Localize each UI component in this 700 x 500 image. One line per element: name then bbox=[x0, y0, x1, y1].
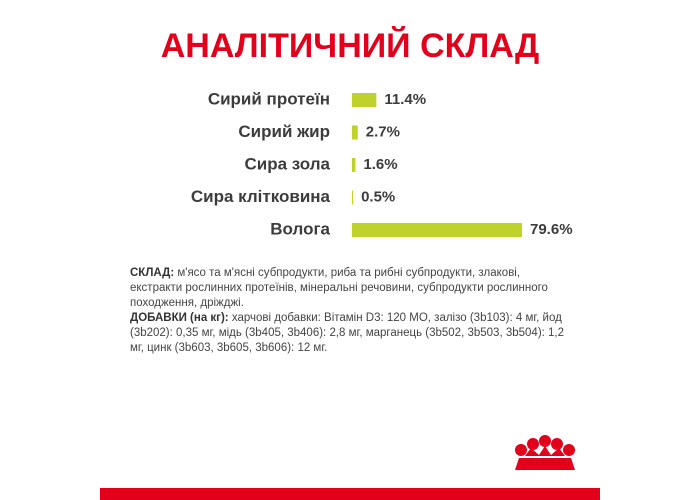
additives: ДОБАВКИ (на кг): харчові добавки: Вітамі… bbox=[130, 311, 575, 356]
value-label: 2.7% bbox=[366, 123, 400, 140]
value-label: 1.6% bbox=[363, 156, 397, 173]
category-label: Сира клітковина bbox=[191, 187, 331, 206]
value-label: 0.5% bbox=[361, 188, 395, 205]
composition-text: м'ясо та м'ясні субпродукти, риба та риб… bbox=[130, 267, 548, 309]
category-label: Сира зола bbox=[244, 154, 330, 173]
composition-label: СКЛАД: bbox=[130, 267, 175, 279]
bottom-band bbox=[100, 488, 600, 500]
category-label: Сирий протеїн bbox=[208, 89, 330, 108]
value-label: 11.4% bbox=[384, 91, 426, 108]
category-label: Сирий жир bbox=[238, 122, 330, 141]
bar bbox=[352, 93, 377, 107]
value-label: 79.6% bbox=[530, 221, 573, 238]
bar bbox=[352, 190, 354, 205]
additives-text: харчові добавки: Вітамін D3: 120 МО, зал… bbox=[130, 312, 565, 354]
composition: СКЛАД: м'ясо та м'ясні субпродукти, риба… bbox=[130, 266, 575, 311]
chart: АНАЛІТИЧНИЙ СКЛАД Сирий протеїн 11.4% Сири… bbox=[161, 26, 573, 239]
bar bbox=[352, 125, 358, 140]
additives-label: ДОБАВКИ (на кг): bbox=[130, 312, 229, 324]
chart-title: АНАЛІТИЧНИЙ СКЛАД bbox=[161, 26, 540, 65]
bar bbox=[352, 223, 522, 237]
category-label: Волога bbox=[270, 219, 330, 238]
logo bbox=[515, 435, 575, 470]
bar bbox=[352, 158, 356, 172]
